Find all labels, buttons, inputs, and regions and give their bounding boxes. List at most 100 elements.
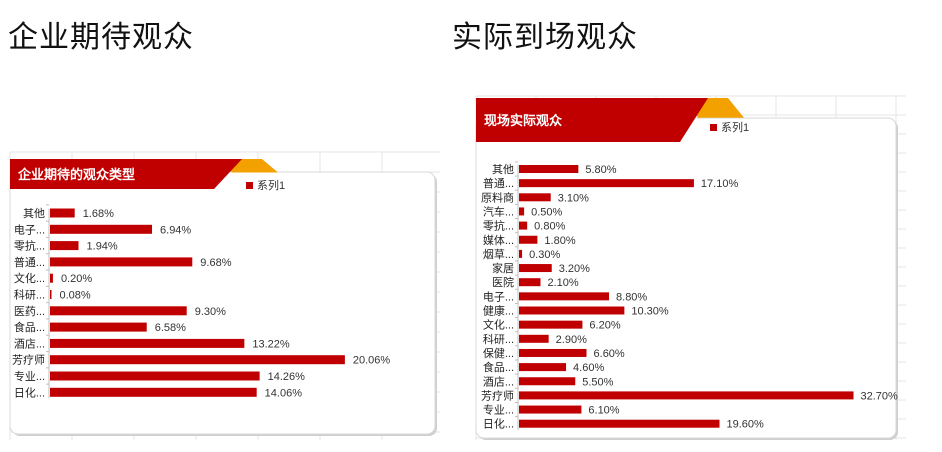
- actual-audience-chart[interactable]: 现场实际观众 系列1 其他 5.80% 普通... 17.10% 原料商 3.10% 汽车...…: [475, 98, 899, 440]
- legend-swatch: [710, 124, 717, 131]
- bar: [50, 241, 79, 251]
- category-label: 食品...: [14, 320, 45, 334]
- data-label: 9.68%: [200, 257, 231, 269]
- bar: [50, 208, 75, 218]
- bar: [519, 165, 579, 173]
- category-label: 零抗...: [483, 219, 514, 233]
- data-label: 0.20%: [61, 273, 92, 285]
- category-label: 媒体...: [483, 233, 514, 247]
- data-label: 5.50%: [582, 376, 613, 388]
- category-label: 原料商: [481, 190, 514, 204]
- data-label: 14.06%: [265, 387, 303, 399]
- left-page-title: 企业期待观众: [8, 20, 194, 55]
- category-label: 酒店...: [483, 374, 514, 388]
- header-banner: [476, 98, 708, 142]
- data-label: 6.58%: [155, 322, 186, 334]
- category-label: 芳疗师: [12, 353, 45, 367]
- bar: [519, 249, 523, 258]
- data-label: 6.10%: [588, 405, 619, 417]
- bar: [519, 391, 854, 400]
- category-label: 日化...: [14, 385, 45, 399]
- bar: [50, 371, 260, 381]
- category-label: 食品...: [483, 360, 514, 374]
- bar: [519, 264, 552, 273]
- bar: [50, 355, 345, 365]
- data-label: 14.26%: [268, 371, 306, 383]
- bar: [50, 290, 52, 299]
- data-label: 1.94%: [87, 241, 118, 253]
- data-label: 1.80%: [544, 235, 575, 247]
- bar: [519, 306, 625, 315]
- category-label: 酒店...: [14, 336, 45, 350]
- data-label: 9.30%: [195, 306, 226, 318]
- data-label: 2.10%: [547, 277, 578, 289]
- bar: [50, 387, 257, 397]
- category-label: 文化...: [483, 318, 514, 332]
- category-label: 普通...: [14, 255, 45, 269]
- bar: [519, 292, 610, 301]
- data-label: 2.90%: [556, 334, 587, 346]
- category-label: 其他: [23, 207, 45, 220]
- bar: [519, 235, 538, 244]
- data-label: 1.68%: [83, 208, 114, 220]
- category-label: 零抗...: [14, 239, 45, 253]
- category-label: 芳疗师: [481, 388, 514, 402]
- category-label: 日化...: [483, 417, 514, 431]
- header-banner: [10, 159, 242, 189]
- data-label: 19.60%: [727, 419, 765, 431]
- bar: [519, 334, 549, 343]
- bar: [519, 419, 720, 428]
- bar: [519, 405, 582, 414]
- bar: [519, 193, 551, 202]
- bar: [50, 273, 53, 283]
- data-label: 10.30%: [631, 306, 669, 318]
- data-label: 6.20%: [589, 320, 620, 332]
- legend-label: 系列1: [257, 178, 285, 192]
- bar: [519, 320, 583, 329]
- chart-title: 现场实际观众: [484, 113, 562, 129]
- data-label: 32.70%: [861, 390, 899, 402]
- data-label: 13.22%: [252, 338, 290, 350]
- data-label: 8.80%: [616, 291, 647, 303]
- bar: [50, 257, 193, 267]
- bar: [50, 306, 187, 316]
- data-label: 5.80%: [585, 164, 616, 176]
- data-label: 6.94%: [160, 224, 191, 236]
- category-label: 专业...: [483, 403, 514, 417]
- bar: [50, 322, 147, 332]
- category-label: 医院: [492, 275, 514, 289]
- data-label: 6.60%: [594, 348, 625, 360]
- bar: [519, 377, 576, 386]
- bar: [519, 221, 528, 230]
- bar: [519, 278, 541, 287]
- category-label: 电子...: [14, 223, 45, 236]
- data-label: 20.06%: [353, 355, 391, 367]
- bar: [519, 348, 587, 357]
- data-label: 17.10%: [701, 178, 739, 190]
- bar: [519, 363, 567, 372]
- data-label: 0.50%: [531, 206, 562, 218]
- category-label: 烟草...: [483, 247, 514, 261]
- data-label: 0.30%: [529, 249, 560, 261]
- category-label: 专业...: [14, 369, 45, 383]
- category-label: 医药...: [14, 305, 45, 318]
- category-label: 健康...: [483, 304, 514, 318]
- category-label: 科研...: [14, 288, 45, 302]
- bar: [50, 338, 245, 348]
- category-label: 电子...: [483, 290, 514, 303]
- category-label: 科研...: [483, 332, 514, 346]
- data-label: 3.20%: [559, 263, 590, 275]
- category-label: 普通...: [483, 176, 514, 190]
- data-label: 0.80%: [534, 221, 565, 233]
- bar: [519, 179, 694, 188]
- legend-label: 系列1: [721, 120, 749, 134]
- category-label: 家居: [492, 261, 514, 275]
- data-label: 4.60%: [573, 362, 604, 374]
- category-label: 保健...: [483, 346, 514, 360]
- category-label: 其他: [492, 163, 514, 176]
- bar: [519, 207, 525, 216]
- right-page-title: 实际到场观众: [452, 20, 638, 55]
- category-label: 汽车...: [483, 204, 514, 218]
